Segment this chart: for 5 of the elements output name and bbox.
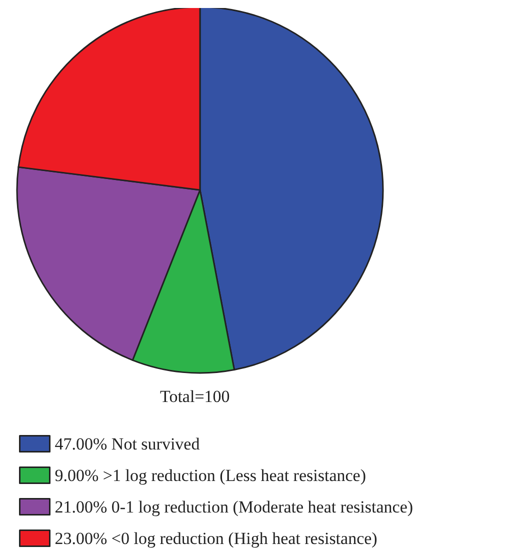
text: Total=100 xyxy=(160,387,230,406)
legend-label: 47.00% Not survived xyxy=(54,434,200,454)
legend-label: 21.00% 0-1 log reduction (Moderate heat resistance) xyxy=(54,497,414,516)
legend-label: 9.00% >1 log reduction (Less heat resistance) xyxy=(54,466,366,485)
legend-label: 23.00% <0 log reduction (High heat resistance) xyxy=(54,528,378,548)
